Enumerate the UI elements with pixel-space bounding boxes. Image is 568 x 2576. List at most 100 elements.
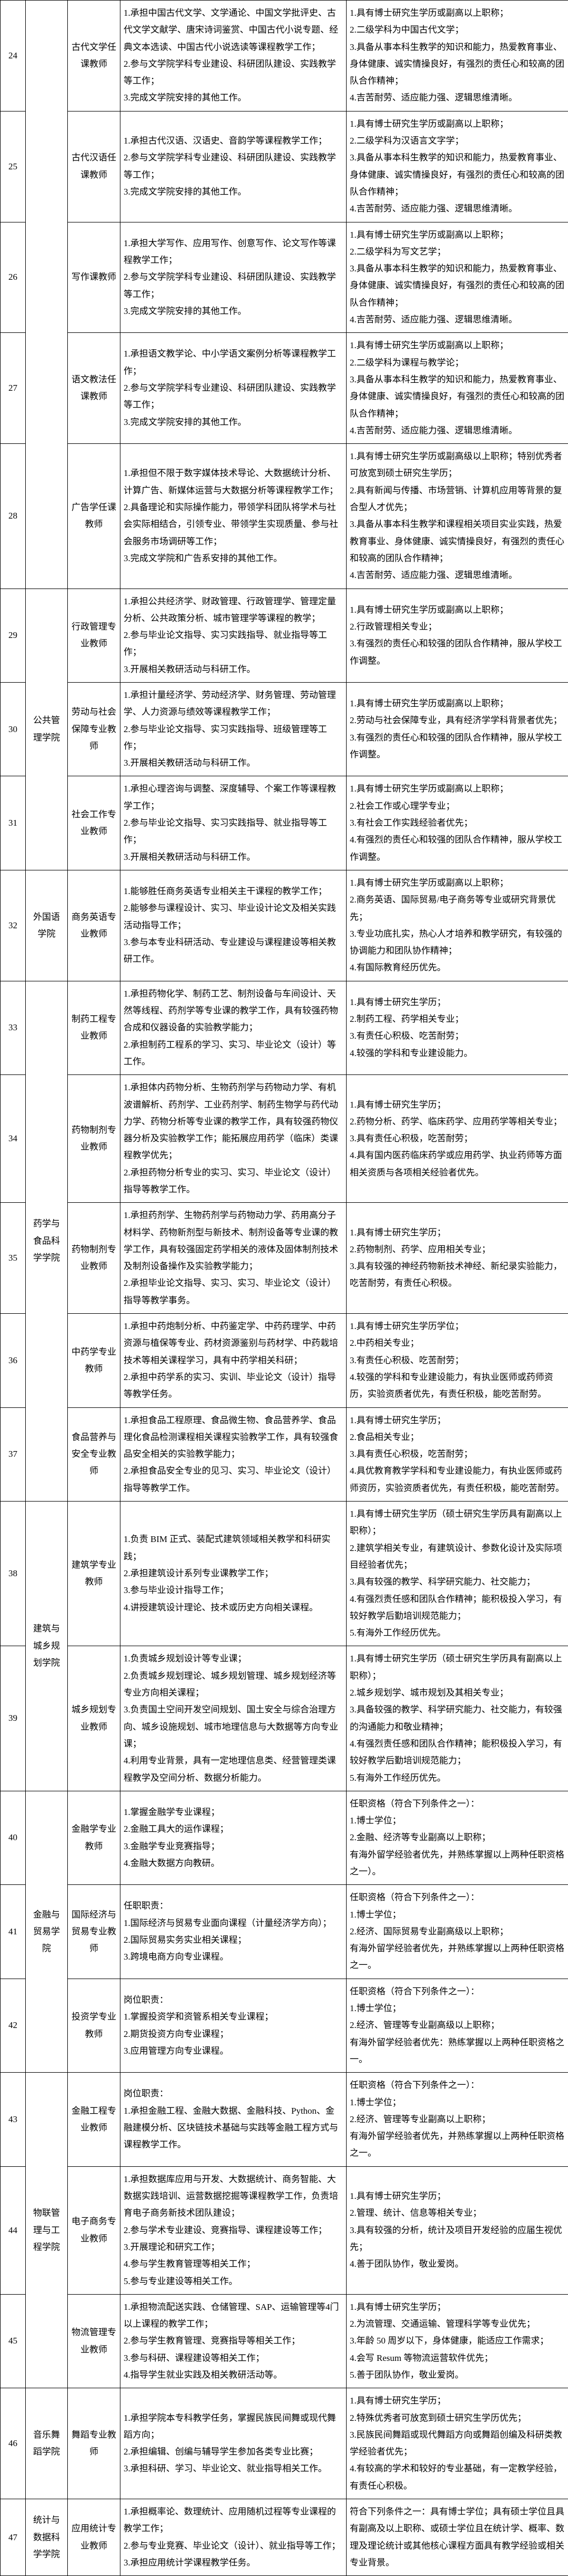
requirement-cell: 任职资格（符合下列条件之一）：1.博士学位；2.经济、国际贸易专业副高级以上职称… — [347, 1885, 568, 1979]
row-number: 28 — [1, 444, 26, 589]
row-number: 24 — [1, 1, 26, 111]
position-cell: 药物制剂专业教师 — [68, 1203, 120, 1314]
requirement-cell: 1.具有博士研究生学历或副高以上职称；2.二级学科为汉语言文字学；3.具备从事本… — [347, 111, 568, 222]
row-number: 38 — [1, 1502, 26, 1646]
duty-cell: 1.掌握金融学专业课程；2.金融工具大的运作课程；3.金融学专业竞赛指导；4.金… — [120, 1791, 347, 1884]
position-cell: 建筑学专业教师 — [68, 1502, 120, 1646]
table-row: 47统计与数据科学学院应用统计专业教师1.承担概率论、数理统计、应用随机过程等专… — [1, 2499, 568, 2576]
position-cell: 电子商务专业教师 — [68, 2166, 120, 2294]
table-row: 41国际经济与贸易专业教师任职职责：1.国际经济与贸易专业面向课程（计量经济学方… — [1, 1885, 568, 1979]
requirement-cell: 1.具有博士研究生学历或副高以上职称；2.二级学科为写文艺学；3.具备从事本科生… — [347, 222, 568, 333]
table-row: 28 广告学任课教师1.承担但不限于数字媒体技术导论、大数据统计分析、计算广告、新… — [1, 444, 568, 589]
position-cell: 古代汉语任课教师 — [68, 111, 120, 222]
row-number: 26 — [1, 222, 26, 333]
duty-cell: 1.承担中国古代文学、文学通论、中国文学批评史、古代文学文献学、唐宋诗词鉴赏、中… — [120, 1, 347, 111]
requirement-cell: 任职资格（符合下列条件之一）：1.博士学位；2.金融、经济等专业副高以上职称；有… — [347, 1791, 568, 1884]
position-cell: 古代文学任课教师 — [68, 1, 120, 111]
position-cell: 食品营养与安全专业教师 — [68, 1407, 120, 1501]
position-cell: 社会工作专业教师 — [68, 776, 120, 870]
duty-cell: 1.承担体内药物分析、生物药剂学与药物动力学、有机波谱解析、药剂学、工业药剂学、… — [120, 1075, 347, 1203]
row-number: 31 — [1, 776, 26, 870]
table-row: 31 社会工作专业教师1.承担心理咨询与调整、深度辅导、个案工作等课程教学工作；2… — [1, 776, 568, 870]
row-number: 47 — [1, 2499, 26, 2576]
requirement-cell: 1.具有博士研究生学历或副高以上职称；2.劳动与社会保障专业，具有经济学学科背景… — [347, 682, 568, 776]
table-row: 29公共管理学院行政管理专业教师1.承担公共经济学、财政管理、行政管理学、管理定… — [1, 589, 568, 682]
department-cell — [26, 1, 68, 589]
row-number: 32 — [1, 870, 26, 981]
duty-cell: 1.承担学院本专科教学任务，掌握民族民间舞或现代舞蹈方向；2.承担编辑、创编与辅… — [120, 2388, 347, 2499]
row-number: 43 — [1, 2073, 26, 2166]
duty-cell: 1.承担心理咨询与调整、深度辅导、个案工作等课程教学工作；2.参与毕业论文指导、… — [120, 776, 347, 870]
position-cell: 行政管理专业教师 — [68, 589, 120, 682]
row-number: 29 — [1, 589, 26, 682]
row-number: 27 — [1, 333, 26, 444]
row-number: 41 — [1, 1885, 26, 1979]
row-number: 46 — [1, 2388, 26, 2499]
row-number: 44 — [1, 2166, 26, 2294]
duty-cell: 1.负责 BIM 正式、装配式建筑领域相关教学和科研实践；2.承担建筑设计系列专… — [120, 1502, 347, 1646]
position-cell: 物流管理专业教师 — [68, 2294, 120, 2388]
duty-cell: 1.承担大学写作、应用写作、创意写作、论文写作等课程教学工作；2.参与文学院学科… — [120, 222, 347, 333]
table-row: 33药学与食品科学学院制药工程专业教师1.承担药物化学、制药工艺、制剂设备与车间… — [1, 981, 568, 1074]
duty-cell: 1.承担公共经济学、财政管理、行政管理学、管理定量分析、公共政策分析、城市管理学… — [120, 589, 347, 682]
position-cell: 金融工程专业教师 — [68, 2073, 120, 2166]
position-cell: 中药学专业教师 — [68, 1314, 120, 1407]
duty-cell: 1.承担语文教学论、中小学语文案例分析等课程教学工作；2.参与文学院学科专业建设… — [120, 333, 347, 444]
table-row: 44 电子商务专业教师1.承担数据库应用与开发、大数据统计、商务智能、大数据实践培… — [1, 2166, 568, 2294]
duty-cell: 1.承担但不限于数字媒体技术导论、大数据统计分析、计算广告、新媒体运营与大数据分… — [120, 444, 347, 589]
table-row: 39城乡规划专业教师1.负责城乡规划设计等专业课；2.负责城乡规划理论、城乡规划… — [1, 1646, 568, 1791]
table-row: 27 语文教法任课教师1.承担语文教学论、中小学语文案例分析等课程教学工作；2.参… — [1, 333, 568, 444]
table-row: 35 药物制剂专业教师1.承担药剂学、生物药剂学与药物动力学、药用高分子材料学、药… — [1, 1203, 568, 1314]
position-cell: 城乡规划专业教师 — [68, 1646, 120, 1791]
duty-cell: 1.承担概率论、数理统计、应用随机过程等专业课程的教学工作；2.参与专业竞赛、毕… — [120, 2499, 347, 2576]
duty-cell: 1.承担古代汉语、汉语史、音韵学等课程教学工作；2.参与文学院学科专业建设、科研… — [120, 111, 347, 222]
position-cell: 广告学任课教师 — [68, 444, 120, 589]
requirement-cell: 1.具有博士研究生学历；2.药物分析、药学、临床药学、应用药学等相关专业；3.具… — [347, 1075, 568, 1203]
table-row: 40金融与贸易学院金融学专业教师1.掌握金融学专业课程；2.金融工具大的运作课程… — [1, 1791, 568, 1884]
requirement-cell: 1.具有博士研究生学历或副高以上职称；2.二级学科为中国古代文学；3.具备从事本… — [347, 1, 568, 111]
requirement-cell: 1.具有博士研究生学历（硕士研究生学历具有副高以上职称）；2.建筑学相关专业，有… — [347, 1502, 568, 1646]
department-cell: 音乐舞蹈学院 — [26, 2388, 68, 2499]
duty-cell: 1.承担物流配送实践、仓储管理、SAP、运输管理等4门以上课程的教学工作；2.参… — [120, 2294, 347, 2388]
table-row: 24 古代文学任课教师1.承担中国古代文学、文学通论、中国文学批评史、古代文学文献… — [1, 1, 568, 111]
position-cell: 制药工程专业教师 — [68, 981, 120, 1074]
recruitment-table: 24 古代文学任课教师1.承担中国古代文学、文学通论、中国文学批评史、古代文学文献… — [0, 0, 568, 2576]
row-number: 25 — [1, 111, 26, 222]
table-row: 38建筑与城乡规划学院建筑学专业教师1.负责 BIM 正式、装配式建筑领域相关教… — [1, 1502, 568, 1646]
department-cell: 外国语学院 — [26, 870, 68, 981]
duty-cell: 1.承担中药炮制分析、中药鉴定学、中药药理学、中药资源与植保等专业、药材资源鉴别… — [120, 1314, 347, 1407]
duty-cell: 1.承担数据库应用与开发、大数据统计、商务智能、大数据实践培训、运营数据挖掘等课… — [120, 2166, 347, 2294]
duty-cell: 1.能够胜任商务英语专业相关主干课程的教学工作；2.能够参与课程设计、实习、毕业… — [120, 870, 347, 981]
table-row: 45 物流管理专业教师1.承担物流配送实践、仓储管理、SAP、运输管理等4门以上课… — [1, 2294, 568, 2388]
position-cell: 语文教法任课教师 — [68, 333, 120, 444]
duty-cell: 任职职责：1.国际经济与贸易专业面向课程（计量经济学方向）；2.国际贸易实务实业… — [120, 1885, 347, 1979]
duty-cell: 1.承担药剂学、生物药剂学与药物动力学、药用高分子材料学、药物新剂型与新技术、制… — [120, 1203, 347, 1314]
table-row: 46音乐舞蹈学院舞蹈专业教师1.承担学院本专科教学任务，掌握民族民间舞或现代舞蹈… — [1, 2388, 568, 2499]
duty-cell: 岗位职责：1.承担金融工程、金融大数据、金融科技、Python、金融建模分析、区… — [120, 2073, 347, 2166]
requirement-cell: 1.具有博士研究生学历；2.制药工程、药学相关专业；3.有责任心积极、吃苦耐劳；… — [347, 981, 568, 1074]
requirement-cell: 任职资格（符合下列条件之一）：1.博士学位；2.经济、管理等专业副高级以上职称；… — [347, 1979, 568, 2072]
row-number: 45 — [1, 2294, 26, 2388]
requirement-cell: 1.具有博士研究生学历；2.食品相关专业；3.具有责任心积极，吃苦耐劳；4.具优… — [347, 1407, 568, 1501]
department-cell: 药学与食品科学学院 — [26, 981, 68, 1501]
duty-cell: 岗位职责：1.掌握投资学和资管系相关专业课程；2.期货投资方向专业课程；3.应用… — [120, 1979, 347, 2072]
requirement-cell: 1.具有博士研究生学历；2.药物制剂、药学、应用相关专业；3.具有较强的神经药物… — [347, 1203, 568, 1314]
table-row: 43物联管理与工程学院金融工程专业教师岗位职责：1.承担金融工程、金融大数据、金… — [1, 2073, 568, 2166]
table-row: 42投资学专业教师岗位职责：1.掌握投资学和资管系相关专业课程；2.期货投资方向… — [1, 1979, 568, 2072]
row-number: 40 — [1, 1791, 26, 1884]
requirement-cell: 1.具有博士研究生学历或副高级以上职称；特别优秀者可放宽到硕士研究生学历；2.具… — [347, 444, 568, 589]
requirement-cell: 1.具有博士研究生学历或副高以上职称；2.社会工作或心理学专业；3.有社会工作实… — [347, 776, 568, 870]
row-number: 42 — [1, 1979, 26, 2072]
position-cell: 舞蹈专业教师 — [68, 2388, 120, 2499]
table-row: 32外国语学院商务英语专业教师1.能够胜任商务英语专业相关主干课程的教学工作；2… — [1, 870, 568, 981]
row-number: 35 — [1, 1203, 26, 1314]
duty-cell: 1.承担计量经济学、劳动经济学、财务管理、劳动管理学、人力资源与绩效等课程教学工… — [120, 682, 347, 776]
table-row: 37食品营养与安全专业教师1.承担食品工程原理、食品微生物、食品营养学、食品理化… — [1, 1407, 568, 1501]
department-cell: 物联管理与工程学院 — [26, 2073, 68, 2388]
department-cell: 公共管理学院 — [26, 589, 68, 870]
requirement-cell: 符合下列条件之一：具有博士学位；具有硕士学位且具有副高及以上职称、或硕士学位且在… — [347, 2499, 568, 2576]
row-number: 34 — [1, 1075, 26, 1203]
requirement-cell: 1.具有博士研究生学历；2.管理、统计、信息等相关专业；3.具有较强的分析，统计… — [347, 2166, 568, 2294]
requirement-cell: 1.具有博士研究生学历或副高以上职称；2.商务英语、国际贸易/电子商务等专业或研… — [347, 870, 568, 981]
row-number: 39 — [1, 1646, 26, 1791]
